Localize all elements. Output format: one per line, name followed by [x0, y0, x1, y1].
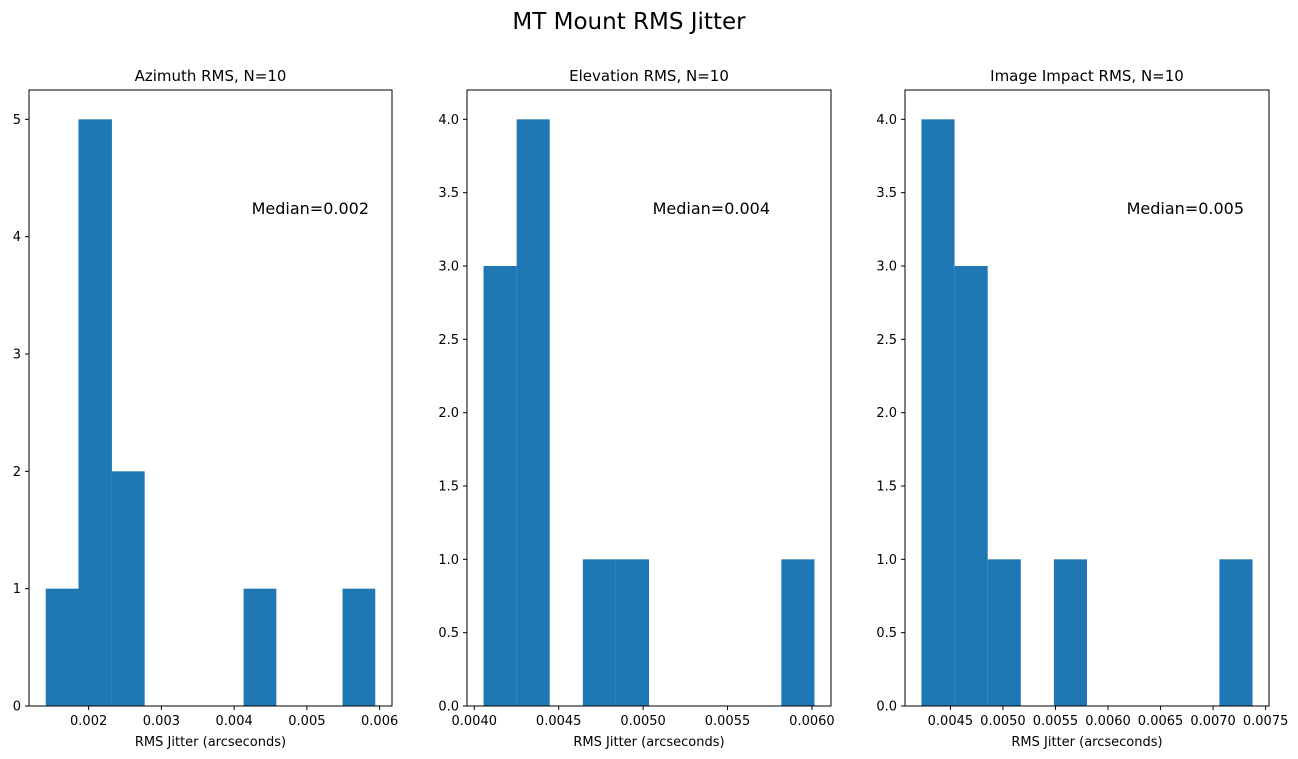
histogram-bar [78, 119, 112, 707]
median-annotation: Median=0.004 [653, 199, 770, 218]
x-tick-label: 0.002 [70, 714, 107, 729]
y-tick-label: 3.5 [438, 186, 459, 201]
y-tick-label: 2 [13, 465, 21, 480]
y-tick-label: 0.5 [876, 626, 897, 641]
x-tick-label: 0.006 [361, 714, 398, 729]
x-tick-label: 0.0060 [789, 714, 835, 729]
y-tick-label: 5 [13, 113, 21, 128]
x-tick-label: 0.003 [143, 714, 180, 729]
x-tick-label: 0.0050 [620, 714, 666, 729]
y-tick-label: 3.5 [876, 186, 897, 201]
histogram-bar [45, 588, 79, 706]
y-tick-label: 1.0 [876, 553, 897, 568]
histogram-panel: 0.0045 0.0050 0.0055 0.0060 0.0065 0.0070 0.00… [876, 67, 1288, 750]
histogram-bar [516, 119, 550, 707]
axes-frame [904, 89, 1270, 707]
histogram-bar [1219, 559, 1253, 706]
y-tick-label: 4 [13, 230, 21, 245]
histogram-bar [582, 559, 616, 706]
y-tick-label: 1.0 [438, 553, 459, 568]
axes-frame [466, 89, 832, 707]
x-tick-label: 0.005 [288, 714, 325, 729]
histogram-bar [342, 588, 376, 706]
y-tick-label: 1 [13, 582, 21, 597]
y-tick-label: 0.0 [438, 700, 459, 715]
panel-title: Elevation RMS, N=10 [569, 67, 729, 85]
x-tick-label: 0.0045 [928, 714, 974, 729]
panel-title: Azimuth RMS, N=10 [135, 67, 287, 85]
x-axis-label: RMS Jitter (arcseconds) [1011, 735, 1162, 750]
x-tick-label: 0.0070 [1190, 714, 1236, 729]
y-tick-label: 1.5 [876, 480, 897, 495]
axes-frame [28, 89, 393, 707]
histogram-bar [483, 266, 517, 706]
y-tick-label: 3.0 [876, 260, 897, 275]
histogram-panel: 0.002 0.003 0.004 0.005 0.006 0 1 2 3 4 5 Azimuth R… [13, 67, 399, 750]
median-annotation: Median=0.002 [252, 199, 369, 218]
y-tick-label: 4.0 [438, 113, 459, 128]
x-tick-label: 0.0055 [705, 714, 751, 729]
x-axis-label: RMS Jitter (arcseconds) [573, 735, 724, 750]
histogram-bar [954, 266, 988, 706]
y-tick-label: 2.0 [876, 406, 897, 421]
y-tick-label: 0.0 [876, 700, 897, 715]
y-tick-label: 2.5 [876, 333, 897, 348]
y-tick-label: 2.0 [438, 406, 459, 421]
panel-title: Image Impact RMS, N=10 [990, 67, 1184, 85]
x-tick-label: 0.0065 [1138, 714, 1184, 729]
y-tick-label: 1.5 [438, 480, 459, 495]
x-axis-label: RMS Jitter (arcseconds) [135, 735, 286, 750]
histogram-bar [615, 559, 649, 706]
x-tick-label: 0.0050 [980, 714, 1026, 729]
y-tick-label: 2.5 [438, 333, 459, 348]
x-tick-label: 0.0060 [1085, 714, 1131, 729]
histogram-panel: 0.0040 0.0045 0.0050 0.0055 0.0060 0.0 0.5 1.0 1… [438, 67, 834, 750]
x-tick-label: 0.0075 [1243, 714, 1289, 729]
histogram-bar [111, 471, 145, 706]
histogram-bar [921, 119, 955, 707]
x-tick-label: 0.0040 [452, 714, 498, 729]
median-annotation: Median=0.005 [1127, 199, 1244, 218]
y-tick-label: 0 [13, 700, 21, 715]
histogram-bar [243, 588, 277, 706]
x-tick-label: 0.004 [216, 714, 253, 729]
x-tick-label: 0.0055 [1033, 714, 1079, 729]
y-tick-label: 4.0 [876, 113, 897, 128]
y-tick-label: 3.0 [438, 260, 459, 275]
x-tick-label: 0.0045 [536, 714, 582, 729]
histogram-bar [781, 559, 815, 706]
figure-title: MT Mount RMS Jitter [512, 9, 746, 35]
y-tick-label: 0.5 [438, 626, 459, 641]
y-tick-label: 3 [13, 348, 21, 363]
histogram-bar [987, 559, 1021, 706]
histogram-bar [1053, 559, 1087, 706]
